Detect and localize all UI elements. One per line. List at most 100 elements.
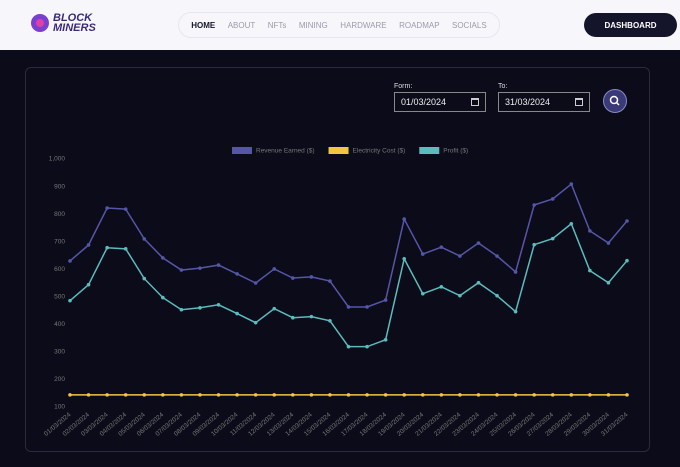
data-point	[346, 305, 351, 309]
legend-swatch	[419, 147, 440, 154]
data-point	[402, 256, 407, 261]
data-point	[625, 258, 629, 263]
data-point	[550, 236, 555, 241]
y-tick-label: 100	[54, 404, 65, 411]
y-tick-label: 600	[54, 266, 65, 273]
data-point	[588, 229, 592, 233]
data-point	[105, 245, 109, 250]
data-point	[458, 254, 462, 258]
search-button[interactable]	[603, 89, 627, 113]
data-point	[588, 393, 592, 397]
logo-text: MINERS	[53, 22, 96, 34]
data-point	[606, 241, 611, 245]
data-point	[253, 281, 258, 285]
data-point	[476, 280, 481, 285]
legend-label: Electricity Cost ($)	[353, 148, 406, 155]
data-point	[235, 311, 239, 316]
data-point	[272, 393, 277, 397]
data-point	[309, 393, 314, 397]
dashboard-button[interactable]: DASHBOARD	[584, 13, 677, 37]
data-point	[142, 393, 147, 397]
logo-text: BLOCK	[53, 12, 93, 24]
data-point	[309, 314, 314, 319]
data-point	[420, 393, 425, 397]
y-tick-label: 800	[54, 211, 65, 218]
data-point	[179, 268, 184, 272]
data-point	[550, 197, 555, 201]
data-point	[606, 393, 611, 397]
series-line	[69, 222, 628, 348]
data-point	[495, 293, 499, 298]
nav-item[interactable]: ROADMAP	[399, 20, 440, 30]
data-point	[86, 393, 91, 397]
data-point	[476, 393, 481, 397]
chart-panel	[25, 67, 650, 452]
to-input[interactable]: 31/03/2024	[498, 92, 590, 112]
data-point	[532, 242, 536, 247]
y-tick-label: 300	[54, 349, 65, 356]
data-point	[86, 282, 91, 287]
data-point	[569, 393, 574, 397]
nav-item[interactable]: SOCIALS	[452, 20, 487, 30]
logo-icon	[31, 14, 49, 32]
data-point	[235, 393, 239, 397]
data-point	[402, 393, 407, 397]
logo[interactable]: BLOCK MINERS	[30, 12, 96, 34]
data-point	[253, 393, 258, 397]
nav-item[interactable]: NFTs	[267, 20, 287, 30]
from-input[interactable]: 01/03/2024	[394, 92, 486, 112]
data-point	[606, 280, 611, 285]
data-point	[383, 393, 388, 397]
data-point	[495, 254, 499, 258]
data-point	[105, 206, 109, 210]
data-point	[179, 393, 184, 397]
nav-item[interactable]: ABOUT	[227, 20, 256, 30]
data-point	[569, 182, 574, 186]
data-point	[68, 259, 72, 263]
data-point	[253, 320, 258, 325]
data-point	[161, 256, 165, 260]
data-point	[142, 237, 147, 241]
data-point	[328, 393, 332, 397]
data-point	[235, 272, 239, 276]
data-point	[476, 241, 481, 245]
data-point	[439, 393, 444, 397]
data-point	[216, 302, 221, 307]
search-icon	[609, 95, 620, 106]
y-tick-label: 900	[54, 183, 65, 190]
data-point	[625, 219, 629, 223]
data-point	[439, 245, 444, 249]
data-point	[291, 276, 295, 280]
data-point	[365, 393, 369, 397]
data-point	[198, 306, 202, 310]
data-point	[291, 315, 295, 320]
data-point	[198, 393, 202, 397]
data-point	[68, 298, 72, 303]
data-point	[216, 263, 221, 267]
data-point	[439, 285, 444, 289]
y-tick-label: 200	[54, 376, 65, 383]
data-point	[458, 293, 462, 298]
data-point	[513, 393, 518, 397]
from-label: Form:	[394, 83, 413, 90]
data-point	[402, 217, 407, 221]
nav-item[interactable]: HARDWARE	[340, 20, 387, 30]
nav-item[interactable]: HOME	[191, 20, 216, 30]
data-point	[625, 393, 629, 397]
data-point	[179, 307, 184, 312]
data-point	[550, 393, 555, 397]
data-point	[216, 393, 221, 397]
y-tick-label: 400	[54, 321, 65, 328]
nav-item[interactable]: MINING	[298, 20, 328, 30]
data-point	[309, 275, 314, 279]
data-point	[291, 393, 295, 397]
legend-swatch	[328, 147, 349, 154]
data-point	[272, 267, 277, 271]
data-point	[105, 393, 109, 397]
data-point	[142, 276, 147, 281]
data-point	[365, 305, 369, 309]
data-point	[513, 309, 518, 314]
data-point	[272, 306, 277, 311]
